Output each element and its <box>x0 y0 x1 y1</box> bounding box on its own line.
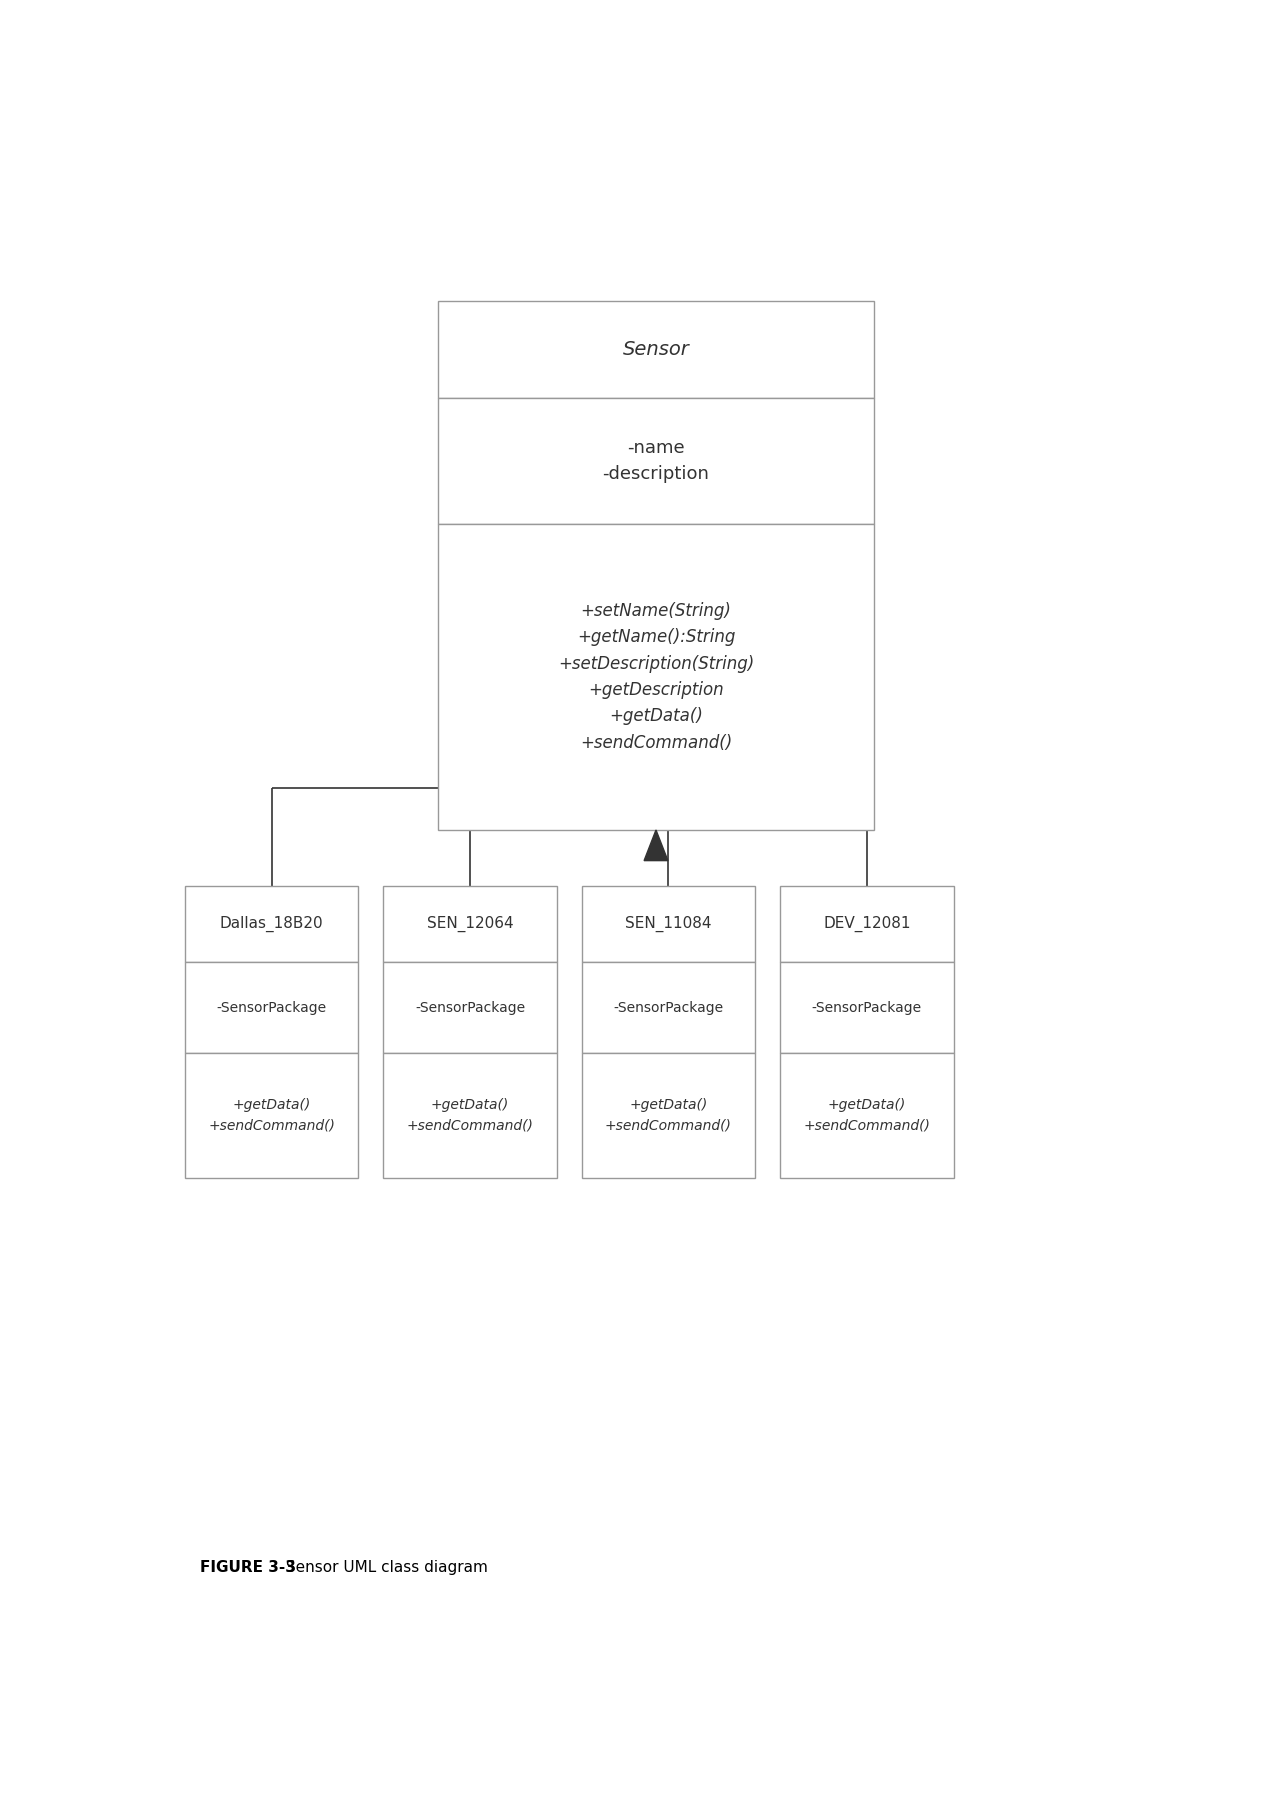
Text: DEV_12081: DEV_12081 <box>823 915 910 932</box>
Bar <box>438 523 874 830</box>
Bar <box>780 962 954 1053</box>
Text: +setName(String)
+getName():String
+setDescription(String)
+getDescription
+getD: +setName(String) +getName():String +setD… <box>558 602 754 753</box>
Text: +getData()
+sendCommand(): +getData() +sendCommand() <box>209 1098 335 1132</box>
Bar <box>581 1053 755 1178</box>
Text: +getData()
+sendCommand(): +getData() +sendCommand() <box>605 1098 732 1132</box>
Bar <box>780 886 954 962</box>
Bar <box>184 886 358 962</box>
Text: Sensor: Sensor <box>622 340 690 358</box>
Text: +getData()
+sendCommand(): +getData() +sendCommand() <box>804 1098 931 1132</box>
Text: -name
-description: -name -description <box>603 438 709 483</box>
Bar <box>383 962 557 1053</box>
Text: SEN_11084: SEN_11084 <box>625 915 712 932</box>
Bar <box>184 1053 358 1178</box>
Bar <box>581 962 755 1053</box>
Bar <box>438 398 874 523</box>
Bar <box>383 886 557 962</box>
Text: Dallas_18B20: Dallas_18B20 <box>220 915 324 932</box>
Text: -SensorPackage: -SensorPackage <box>216 1000 326 1015</box>
Bar <box>581 886 755 962</box>
Polygon shape <box>644 830 668 861</box>
Bar <box>438 300 874 398</box>
Text: FIGURE 3-3: FIGURE 3-3 <box>200 1559 296 1576</box>
Text: -SensorPackage: -SensorPackage <box>415 1000 525 1015</box>
Bar <box>780 1053 954 1178</box>
Text: -SensorPackage: -SensorPackage <box>812 1000 922 1015</box>
Text: +getData()
+sendCommand(): +getData() +sendCommand() <box>407 1098 534 1132</box>
Bar <box>383 1053 557 1178</box>
Bar <box>184 962 358 1053</box>
Text: SEN_12064: SEN_12064 <box>426 915 513 932</box>
Text: Sensor UML class diagram: Sensor UML class diagram <box>282 1559 488 1576</box>
Text: -SensorPackage: -SensorPackage <box>613 1000 723 1015</box>
